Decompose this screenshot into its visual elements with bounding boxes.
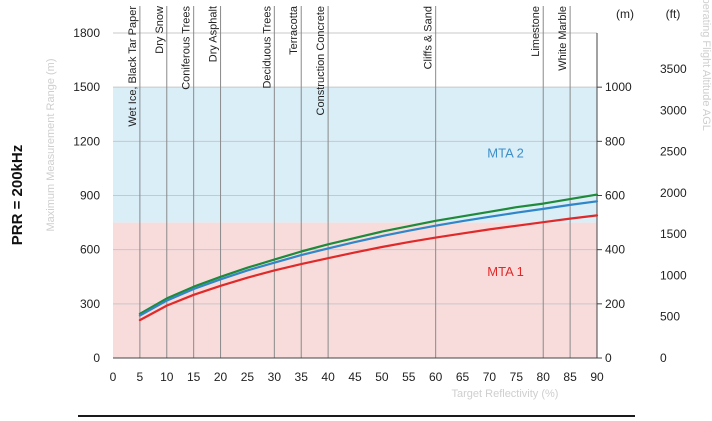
- m-tick-label-1: 200: [605, 297, 625, 311]
- material-label-5: Terracotta: [288, 5, 300, 55]
- x-tick-label-6: 30: [268, 370, 282, 384]
- ft-tick-label-2: 1000: [660, 268, 687, 282]
- material-label-7: Cliffs & Sand: [423, 6, 435, 69]
- ft-tick-label-3: 1500: [660, 227, 687, 241]
- x-tick-label-12: 60: [429, 370, 443, 384]
- y-tick-label-4: 1200: [73, 134, 100, 148]
- meters-unit-header: (m): [616, 7, 634, 21]
- x-tick-label-1: 5: [137, 370, 144, 384]
- feet-unit-header: (ft): [666, 7, 681, 21]
- material-label-1: Dry Snow: [154, 6, 166, 54]
- material-label-9: White Marble: [557, 6, 569, 71]
- material-label-0: Wet Ice, Black Tar Paper: [127, 6, 139, 127]
- x-tick-label-7: 35: [295, 370, 309, 384]
- region-band-0: [113, 87, 597, 223]
- m-tick-label-0: 0: [605, 351, 612, 365]
- ft-tick-label-1: 500: [660, 310, 680, 324]
- material-label-2: Coniferous Trees: [181, 6, 193, 90]
- series-lines: [138, 193, 599, 322]
- ft-tick-label-5: 2500: [660, 145, 687, 159]
- m-tick-label-4: 800: [605, 134, 625, 148]
- y-axis-label-right: Operating Flight Altitude AGL: [700, 0, 712, 131]
- material-label-4: Deciduous Trees: [261, 6, 273, 89]
- x-tick-label-4: 20: [214, 370, 228, 384]
- y-tick-label-5: 1500: [73, 80, 100, 94]
- x-tick-label-18: 90: [590, 370, 604, 384]
- x-tick-label-17: 85: [563, 370, 577, 384]
- y-tick-label-0: 0: [93, 351, 100, 365]
- x-tick-label-13: 65: [456, 370, 470, 384]
- x-tick-label-16: 80: [537, 370, 551, 384]
- x-axis-label: Target Reflectivity (%): [452, 388, 559, 400]
- m-tick-label-5: 1000: [605, 80, 632, 94]
- ft-tick-label-0: 0: [660, 351, 667, 365]
- x-tick-label-8: 40: [321, 370, 335, 384]
- series-line-2: [138, 214, 599, 322]
- x-tick-label-9: 45: [348, 370, 362, 384]
- material-label-3: Dry Asphalt: [208, 6, 220, 62]
- ft-tick-label-6: 3000: [660, 103, 687, 117]
- m-tick-label-3: 600: [605, 189, 625, 203]
- grid-lines: [113, 6, 602, 359]
- x-tick-label-2: 10: [160, 370, 174, 384]
- material-label-8: Limestone: [530, 6, 542, 57]
- region-label-0: MTA 2: [487, 146, 524, 161]
- x-tick-label-5: 25: [241, 370, 255, 384]
- prr-title: PRR = 200kHz: [9, 145, 26, 245]
- mta-bands: MTA 2 MTA 1: [113, 87, 597, 358]
- x-tick-label-11: 55: [402, 370, 416, 384]
- x-tick-label-0: 0: [110, 370, 117, 384]
- x-tick-label-15: 75: [510, 370, 524, 384]
- y-tick-label-6: 1800: [73, 26, 100, 40]
- ft-tick-label-7: 3500: [660, 62, 687, 76]
- series-line-1: [138, 200, 599, 317]
- region-label-1: MTA 1: [487, 264, 524, 279]
- x-tick-label-3: 15: [187, 370, 201, 384]
- y-axis-label-left: Maximum Measurement Range (m): [45, 59, 57, 232]
- y-tick-label-2: 600: [80, 243, 100, 257]
- x-tick-label-14: 70: [483, 370, 497, 384]
- m-tick-label-2: 400: [605, 243, 625, 257]
- y-tick-label-3: 900: [80, 189, 100, 203]
- series-line-0: [138, 193, 599, 315]
- y-tick-label-1: 300: [80, 297, 100, 311]
- material-label-6: Construction Concrete: [315, 6, 327, 115]
- ft-tick-label-4: 2000: [660, 186, 687, 200]
- x-tick-label-10: 50: [375, 370, 389, 384]
- material-labels: Wet Ice, Black Tar Paper Dry Snow Conifero…: [127, 5, 569, 127]
